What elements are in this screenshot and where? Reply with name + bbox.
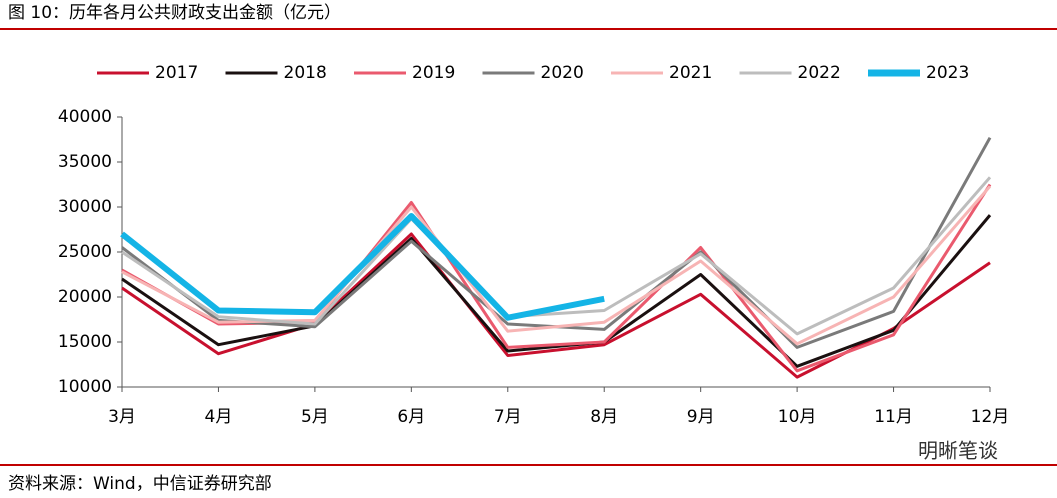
series-line	[121, 214, 992, 368]
series-line	[121, 136, 992, 349]
y-tick-label: 15000	[58, 332, 112, 352]
legend-label: 2019	[412, 63, 455, 83]
chart-title: 图 10：历年各月公共财政支出金额（亿元）	[8, 3, 341, 23]
x-tick-label: 9月	[687, 407, 715, 427]
watermark: 明晰笔谈	[918, 439, 998, 463]
y-tick-label: 30000	[58, 197, 112, 217]
x-tick-label: 5月	[301, 407, 329, 427]
legend-label: 2018	[284, 63, 327, 83]
y-tick-label: 40000	[58, 107, 112, 127]
legend-label: 2020	[541, 63, 584, 83]
y-tick-label: 35000	[58, 152, 112, 172]
y-tick-label: 20000	[58, 287, 112, 307]
legend-label: 2021	[669, 63, 712, 83]
y-tick-label: 10000	[58, 377, 112, 397]
legend-label: 2017	[155, 63, 198, 83]
x-tick-label: 11月	[874, 407, 913, 427]
source: 资料来源：Wind，中信证券研究部	[8, 474, 272, 494]
series-line	[120, 213, 605, 321]
series-line	[121, 176, 992, 336]
x-tick-label: 12月	[971, 407, 1010, 427]
x-tick-label: 10月	[778, 407, 817, 427]
legend-label: 2023	[926, 63, 969, 83]
x-tick-label: 3月	[108, 407, 136, 427]
x-tick-label: 6月	[397, 407, 425, 427]
x-tick-label: 8月	[590, 407, 618, 427]
x-tick-label: 4月	[205, 407, 233, 427]
y-tick-label: 25000	[58, 242, 112, 262]
x-tick-label: 7月	[494, 407, 522, 427]
legend-label: 2022	[798, 63, 841, 83]
